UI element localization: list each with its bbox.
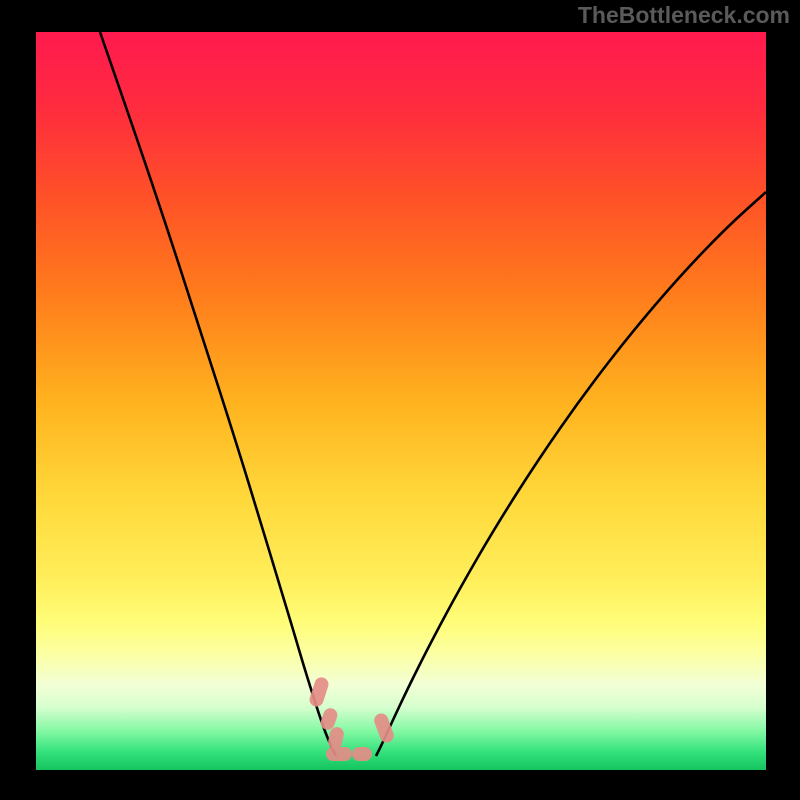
left-curve bbox=[100, 32, 336, 756]
watermark-text: TheBottleneck.com bbox=[578, 2, 790, 29]
marker bbox=[352, 747, 372, 761]
right-curve bbox=[376, 192, 766, 756]
marker bbox=[326, 747, 352, 761]
marker bbox=[372, 712, 395, 745]
plot-area bbox=[36, 32, 766, 770]
chart-container: TheBottleneck.com bbox=[0, 0, 800, 800]
curve-layer bbox=[36, 32, 766, 770]
